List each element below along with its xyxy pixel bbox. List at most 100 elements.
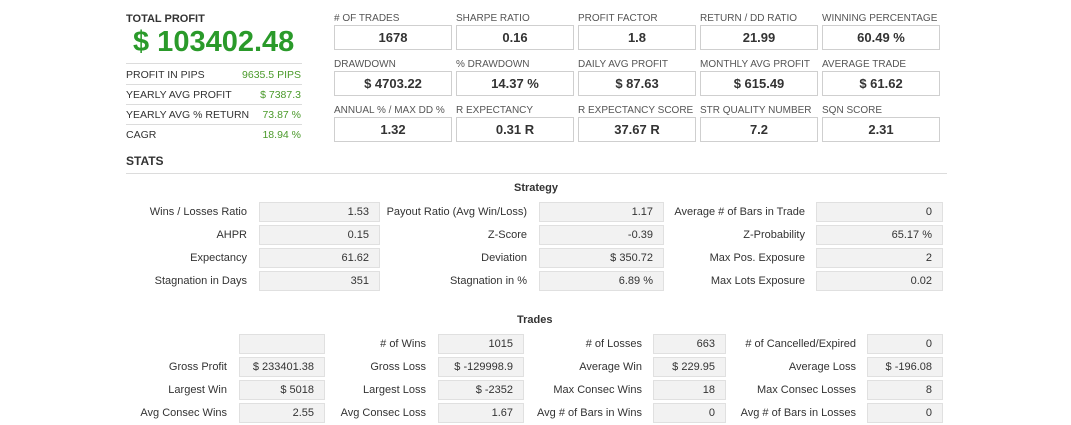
strategy-value: 65.17 % bbox=[816, 225, 943, 245]
trades-value: 1.67 bbox=[438, 403, 524, 423]
strategy-label: AHPR bbox=[216, 229, 247, 241]
card-value-monthly-avg: $ 615.49 bbox=[700, 71, 818, 96]
strategy-label: Z-Probability bbox=[743, 229, 805, 241]
card-value-str-quality: 7.2 bbox=[700, 117, 818, 142]
card-label-trades: # OF TRADES bbox=[334, 13, 400, 24]
strategy-label: Max Lots Exposure bbox=[710, 275, 805, 287]
card-value-r-expectancy-score: 37.67 R bbox=[578, 117, 696, 142]
strategy-value: 0 bbox=[816, 202, 943, 222]
trades-value: 18 bbox=[653, 380, 726, 400]
card-value-daily-avg: $ 87.63 bbox=[578, 71, 696, 96]
strategy-value: $ 350.72 bbox=[539, 248, 664, 268]
card-value-drawdown: $ 4703.22 bbox=[334, 71, 452, 96]
summary-label: PROFIT IN PIPS bbox=[126, 69, 205, 81]
summary-label: YEARLY AVG % RETURN bbox=[126, 109, 250, 121]
strategy-label: Stagnation in % bbox=[449, 275, 527, 287]
strategy-value: 1.53 bbox=[259, 202, 380, 222]
trades-label: Largest Win bbox=[168, 384, 227, 396]
trades-value: $ 5018 bbox=[239, 380, 325, 400]
card-value-winning-pct: 60.49 % bbox=[822, 25, 940, 50]
trades-label: Avg # of Bars in Losses bbox=[740, 407, 856, 419]
trades-value: 0 bbox=[867, 334, 943, 354]
card-value-sqn-score: 2.31 bbox=[822, 117, 940, 142]
trades-value: $ -129998.9 bbox=[438, 357, 524, 377]
card-label-winning-pct: WINNING PERCENTAGE bbox=[822, 13, 938, 24]
trades-value: 663 bbox=[653, 334, 726, 354]
summary-row-yearly-avg-return: YEARLY AVG % RETURN 73.87 % bbox=[126, 109, 301, 121]
trades-value: 8 bbox=[867, 380, 943, 400]
trades-label: Gross Loss bbox=[370, 361, 426, 373]
summary-label: YEARLY AVG PROFIT bbox=[126, 89, 232, 101]
trades-label: Gross Profit bbox=[168, 361, 227, 373]
summary-label: CAGR bbox=[126, 129, 157, 141]
total-profit-label: TOTAL PROFIT bbox=[126, 13, 205, 25]
strategy-label: Expectancy bbox=[190, 252, 247, 264]
trades-value: $ -196.08 bbox=[867, 357, 943, 377]
trades-value: $ 229.95 bbox=[653, 357, 726, 377]
card-value-annual-maxdd: 1.32 bbox=[334, 117, 452, 142]
trades-value: 0 bbox=[653, 403, 726, 423]
strategy-label: Wins / Losses Ratio bbox=[149, 206, 247, 218]
summary-value: 9635.5 PIPS bbox=[242, 69, 301, 81]
strategy-value: 1.17 bbox=[539, 202, 664, 222]
trades-value: 2.55 bbox=[239, 403, 325, 423]
total-profit-value: $ 103402.48 bbox=[133, 26, 295, 58]
card-label-sharpe: SHARPE RATIO bbox=[456, 13, 530, 24]
summary-row-cagr: CAGR 18.94 % bbox=[126, 129, 301, 141]
card-label-profit-factor: PROFIT FACTOR bbox=[578, 13, 658, 24]
card-label-str-quality: STR QUALITY NUMBER bbox=[700, 105, 812, 116]
divider bbox=[126, 104, 302, 105]
stats-divider bbox=[126, 173, 947, 174]
strategy-value: 0.15 bbox=[259, 225, 380, 245]
trades-value: $ 233401.38 bbox=[239, 357, 325, 377]
summary-row-profit-pips: PROFIT IN PIPS 9635.5 PIPS bbox=[126, 69, 301, 81]
card-value-average-trade: $ 61.62 bbox=[822, 71, 940, 96]
strategy-label: Average # of Bars in Trade bbox=[674, 206, 805, 218]
trades-label: Average Win bbox=[579, 361, 642, 373]
trades-label: # of Cancelled/Expired bbox=[745, 338, 856, 350]
strategy-value: 2 bbox=[816, 248, 943, 268]
summary-value: 18.94 % bbox=[262, 129, 301, 141]
strategy-label: Stagnation in Days bbox=[154, 275, 247, 287]
trades-value-empty bbox=[239, 334, 325, 354]
trades-title: Trades bbox=[517, 314, 553, 326]
card-value-r-expectancy: 0.31 R bbox=[456, 117, 574, 142]
trades-label: Avg Consec Loss bbox=[340, 407, 426, 419]
card-label-sqn-score: SQN SCORE bbox=[822, 105, 883, 116]
card-label-r-expectancy-score: R EXPECTANCY SCORE bbox=[578, 105, 694, 116]
trades-label: # of Wins bbox=[380, 338, 426, 350]
strategy-value: 351 bbox=[259, 271, 380, 291]
trades-value: 0 bbox=[867, 403, 943, 423]
card-value-trades: 1678 bbox=[334, 25, 452, 50]
trades-value: $ -2352 bbox=[438, 380, 524, 400]
strategy-value: 6.89 % bbox=[539, 271, 664, 291]
strategy-label: Payout Ratio (Avg Win/Loss) bbox=[386, 206, 527, 218]
summary-value: 73.87 % bbox=[262, 109, 301, 121]
card-label-return-dd: RETURN / DD RATIO bbox=[700, 13, 798, 24]
card-value-sharpe: 0.16 bbox=[456, 25, 574, 50]
trades-value: 1015 bbox=[438, 334, 524, 354]
trades-label: Max Consec Wins bbox=[553, 384, 642, 396]
strategy-value: 61.62 bbox=[259, 248, 380, 268]
divider bbox=[126, 84, 302, 85]
card-label-monthly-avg: MONTHLY AVG PROFIT bbox=[700, 59, 811, 70]
trades-label: # of Losses bbox=[585, 338, 642, 350]
summary-value: $ 7387.3 bbox=[260, 89, 301, 101]
card-label-annual-maxdd: ANNUAL % / MAX DD % bbox=[334, 105, 445, 116]
strategy-value: -0.39 bbox=[539, 225, 664, 245]
strategy-label: Deviation bbox=[481, 252, 527, 264]
card-label-drawdown: DRAWDOWN bbox=[334, 59, 396, 70]
strategy-title: Strategy bbox=[514, 182, 559, 194]
trades-label: Average Loss bbox=[788, 361, 856, 373]
card-label-daily-avg: DAILY AVG PROFIT bbox=[578, 59, 669, 70]
stats-title: STATS bbox=[126, 154, 164, 168]
card-label-r-expectancy: R EXPECTANCY bbox=[456, 105, 534, 116]
divider bbox=[126, 63, 302, 64]
strategy-label: Max Pos. Exposure bbox=[709, 252, 805, 264]
trades-label: Avg Consec Wins bbox=[140, 407, 227, 419]
trades-label: Avg # of Bars in Wins bbox=[537, 407, 642, 419]
divider bbox=[126, 124, 302, 125]
card-value-return-dd: 21.99 bbox=[700, 25, 818, 50]
card-label-average-trade: AVERAGE TRADE bbox=[822, 59, 907, 70]
trades-label: Largest Loss bbox=[363, 384, 426, 396]
